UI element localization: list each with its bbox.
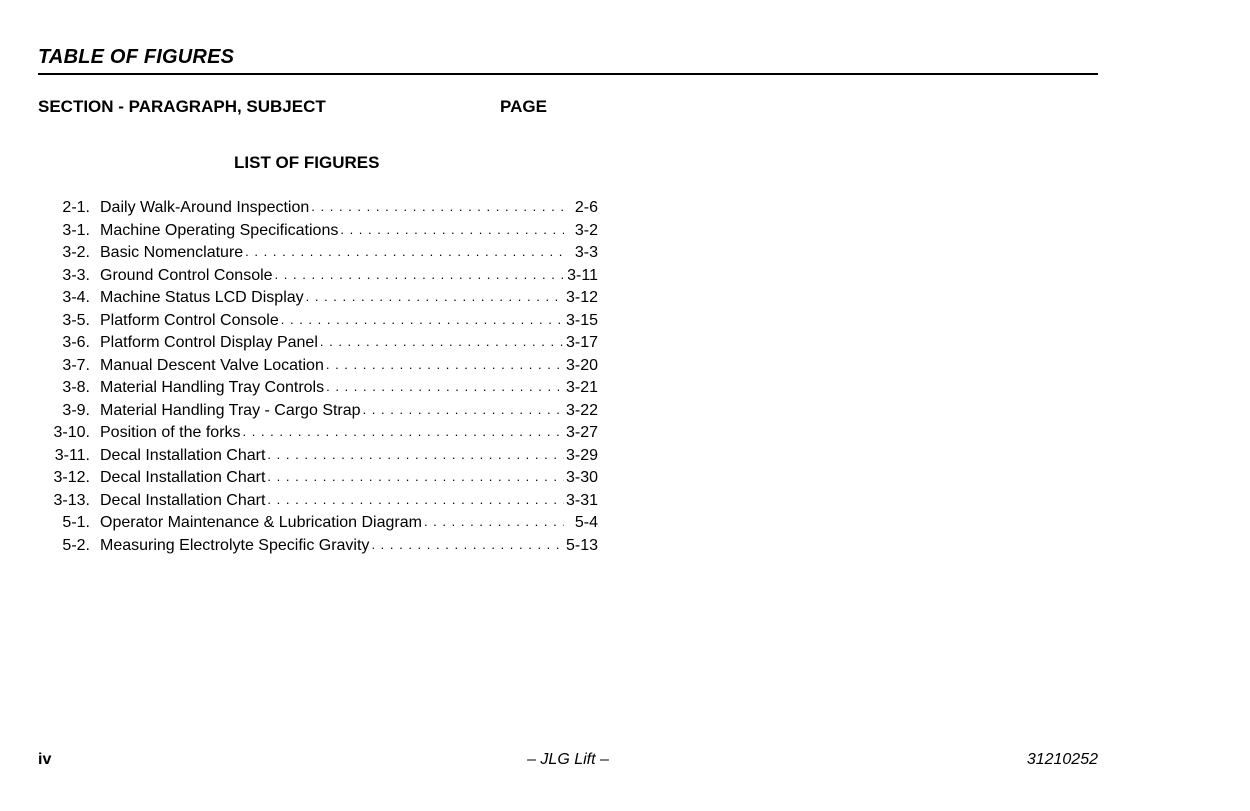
dot-leader: . . . . . . . . . . . . . . . . . . . . …	[265, 489, 564, 512]
figure-page: 3-27	[564, 422, 598, 445]
figure-page: 2-6	[564, 197, 598, 220]
figure-number: 3-12.	[38, 467, 100, 490]
list-of-figures-title: LIST OF FIGURES	[38, 153, 598, 173]
figure-title: Position of the forks	[100, 422, 241, 445]
dot-leader: . . . . . . . . . . . . . . . . . . . . …	[241, 421, 564, 444]
figure-page: 3-29	[564, 445, 598, 468]
figure-row: 3-11.Decal Installation Chart. . . . . .…	[38, 445, 598, 468]
dot-leader: . . . . . . . . . . . . . . . . . . . . …	[318, 331, 564, 354]
figure-title: Decal Installation Chart	[100, 490, 265, 513]
figure-title: Manual Descent Valve Location	[100, 355, 324, 378]
figure-title: Ground Control Console	[100, 265, 273, 288]
dot-leader: . . . . . . . . . . . . . . . . . . . . …	[304, 286, 564, 309]
figure-page: 3-30	[564, 467, 598, 490]
figure-page: 3-2	[564, 220, 598, 243]
figure-page: 3-11	[564, 265, 598, 288]
figure-number: 5-1.	[38, 512, 100, 535]
dot-leader: . . . . . . . . . . . . . . . . . . . . …	[369, 534, 564, 557]
dot-leader: . . . . . . . . . . . . . . . . . . . . …	[422, 511, 564, 534]
figure-number: 3-6.	[38, 332, 100, 355]
dot-leader: . . . . . . . . . . . . . . . . . . . . …	[309, 196, 564, 219]
figure-row: 3-4.Machine Status LCD Display. . . . . …	[38, 287, 598, 310]
figure-row: 3-1.Machine Operating Specifications. . …	[38, 220, 598, 243]
figure-number: 3-1.	[38, 220, 100, 243]
figure-page: 3-17	[564, 332, 598, 355]
figure-page: 5-4	[564, 512, 598, 535]
figure-row: 3-5.Platform Control Console. . . . . . …	[38, 310, 598, 333]
dot-leader: . . . . . . . . . . . . . . . . . . . . …	[361, 399, 564, 422]
figure-number: 3-8.	[38, 377, 100, 400]
dot-leader: . . . . . . . . . . . . . . . . . . . . …	[243, 241, 564, 264]
figure-title: Machine Operating Specifications	[100, 220, 338, 243]
figure-page: 3-12	[564, 287, 598, 310]
dot-leader: . . . . . . . . . . . . . . . . . . . . …	[324, 354, 564, 377]
figure-page: 3-21	[564, 377, 598, 400]
figure-title: Measuring Electrolyte Specific Gravity	[100, 535, 369, 558]
figure-title: Platform Control Display Panel	[100, 332, 318, 355]
figure-number: 5-2.	[38, 535, 100, 558]
figure-number: 3-9.	[38, 400, 100, 423]
footer-center-text: – JLG Lift –	[38, 751, 1098, 769]
figure-title: Material Handling Tray Controls	[100, 377, 324, 400]
figure-row: 3-12.Decal Installation Chart. . . . . .…	[38, 467, 598, 490]
figure-number: 3-11.	[38, 445, 100, 468]
figure-row: 3-2.Basic Nomenclature. . . . . . . . . …	[38, 242, 598, 265]
figure-row: 3-8.Material Handling Tray Controls. . .…	[38, 377, 598, 400]
figure-title: Decal Installation Chart	[100, 445, 265, 468]
figure-number: 3-10.	[38, 422, 100, 445]
figure-page: 3-22	[564, 400, 598, 423]
page-content: TABLE OF FIGURES SECTION - PARAGRAPH, SU…	[38, 46, 1098, 557]
page-header: PAGE	[500, 97, 547, 117]
dot-leader: . . . . . . . . . . . . . . . . . . . . …	[273, 264, 564, 287]
figure-title: Operator Maintenance & Lubrication Diagr…	[100, 512, 422, 535]
figure-title: Basic Nomenclature	[100, 242, 243, 265]
figure-row: 3-7.Manual Descent Valve Location. . . .…	[38, 355, 598, 378]
figure-title: Machine Status LCD Display	[100, 287, 304, 310]
figure-row: 5-2.Measuring Electrolyte Specific Gravi…	[38, 535, 598, 558]
dot-leader: . . . . . . . . . . . . . . . . . . . . …	[324, 376, 564, 399]
figure-page: 3-31	[564, 490, 598, 513]
figure-page: 3-3	[564, 242, 598, 265]
dot-leader: . . . . . . . . . . . . . . . . . . . . …	[265, 444, 564, 467]
dot-leader: . . . . . . . . . . . . . . . . . . . . …	[265, 466, 564, 489]
figure-title: Daily Walk-Around Inspection	[100, 197, 309, 220]
figure-number: 3-5.	[38, 310, 100, 333]
figure-page: 5-13	[564, 535, 598, 558]
figure-page: 3-20	[564, 355, 598, 378]
figure-number: 3-3.	[38, 265, 100, 288]
figure-row: 3-10.Position of the forks. . . . . . . …	[38, 422, 598, 445]
page-title: TABLE OF FIGURES	[38, 46, 1098, 75]
figure-row: 3-13.Decal Installation Chart. . . . . .…	[38, 490, 598, 513]
figure-number: 3-7.	[38, 355, 100, 378]
footer-doc-number: 31210252	[1027, 751, 1098, 769]
page-footer: iv – JLG Lift – 31210252	[38, 749, 1098, 769]
figure-row: 3-9.Material Handling Tray - Cargo Strap…	[38, 400, 598, 423]
figure-row: 3-6.Platform Control Display Panel. . . …	[38, 332, 598, 355]
figure-number: 3-4.	[38, 287, 100, 310]
figure-number: 3-2.	[38, 242, 100, 265]
figure-list: 2-1.Daily Walk-Around Inspection. . . . …	[38, 197, 598, 557]
document-page: TABLE OF FIGURES SECTION - PARAGRAPH, SU…	[0, 0, 1250, 811]
figure-title: Material Handling Tray - Cargo Strap	[100, 400, 361, 423]
figure-row: 2-1.Daily Walk-Around Inspection. . . . …	[38, 197, 598, 220]
figure-number: 3-13.	[38, 490, 100, 513]
dot-leader: . . . . . . . . . . . . . . . . . . . . …	[338, 219, 564, 242]
figure-page: 3-15	[564, 310, 598, 333]
figure-title: Platform Control Console	[100, 310, 279, 333]
column-headers: SECTION - PARAGRAPH, SUBJECT PAGE	[38, 97, 598, 121]
figure-row: 3-3.Ground Control Console. . . . . . . …	[38, 265, 598, 288]
subject-header: SECTION - PARAGRAPH, SUBJECT	[38, 97, 326, 117]
figure-row: 5-1.Operator Maintenance & Lubrication D…	[38, 512, 598, 535]
dot-leader: . . . . . . . . . . . . . . . . . . . . …	[279, 309, 564, 332]
figure-number: 2-1.	[38, 197, 100, 220]
figure-title: Decal Installation Chart	[100, 467, 265, 490]
